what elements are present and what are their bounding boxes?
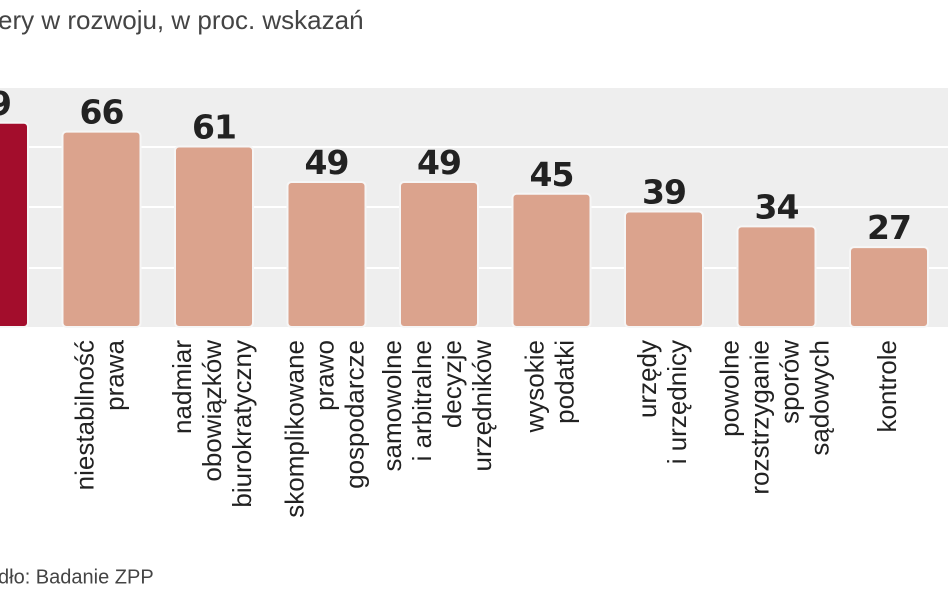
chart-title: ery w rozwoju, w proc. wskazań bbox=[0, 5, 364, 35]
value-label: 49 bbox=[417, 143, 461, 182]
value-label: 34 bbox=[755, 187, 799, 226]
category-label: i urzędnicy bbox=[662, 340, 692, 464]
category-label: prawa bbox=[99, 339, 129, 410]
category-label: biurokratyczny bbox=[227, 340, 257, 508]
source: dło: Badanie ZPP bbox=[0, 566, 154, 588]
bar bbox=[0, 121, 29, 328]
category-label: powolne bbox=[714, 340, 744, 437]
value-label: 39 bbox=[642, 173, 686, 212]
category-label: skomplikowane bbox=[279, 340, 309, 518]
category-label: gospodarcze bbox=[339, 340, 369, 489]
value-label: 49 bbox=[305, 143, 349, 182]
category-label: obowiązków bbox=[197, 340, 227, 482]
bar bbox=[736, 225, 817, 328]
bar bbox=[174, 145, 254, 328]
category-label: sądowych bbox=[804, 340, 834, 456]
bar bbox=[61, 130, 142, 328]
bar bbox=[286, 180, 367, 328]
category-label: urzędników bbox=[467, 340, 497, 472]
category-label: sporów bbox=[774, 340, 804, 424]
value-label: 45 bbox=[530, 155, 574, 194]
value-label: 61 bbox=[192, 107, 236, 146]
category-label: rozstrzyganie bbox=[744, 340, 774, 495]
category-label: podatki bbox=[549, 340, 579, 424]
category-label: niestabilność bbox=[69, 340, 99, 490]
category-label: wysokie bbox=[519, 340, 549, 433]
category-label: nadmiar bbox=[167, 340, 197, 434]
category-label: prawo bbox=[309, 340, 339, 411]
bar bbox=[624, 210, 704, 328]
bar bbox=[399, 180, 479, 328]
category-label: i arbitralne bbox=[407, 340, 437, 461]
value-label: 66 bbox=[80, 93, 124, 132]
category-label: kontrole bbox=[872, 340, 902, 433]
category-label: urzędy bbox=[632, 340, 662, 418]
bar bbox=[849, 246, 929, 328]
value-label: 27 bbox=[867, 208, 911, 247]
bar bbox=[511, 192, 592, 328]
category-label: decyzje bbox=[437, 340, 467, 428]
category-label: samowolne bbox=[377, 340, 407, 472]
value-label: 69 bbox=[0, 84, 11, 123]
